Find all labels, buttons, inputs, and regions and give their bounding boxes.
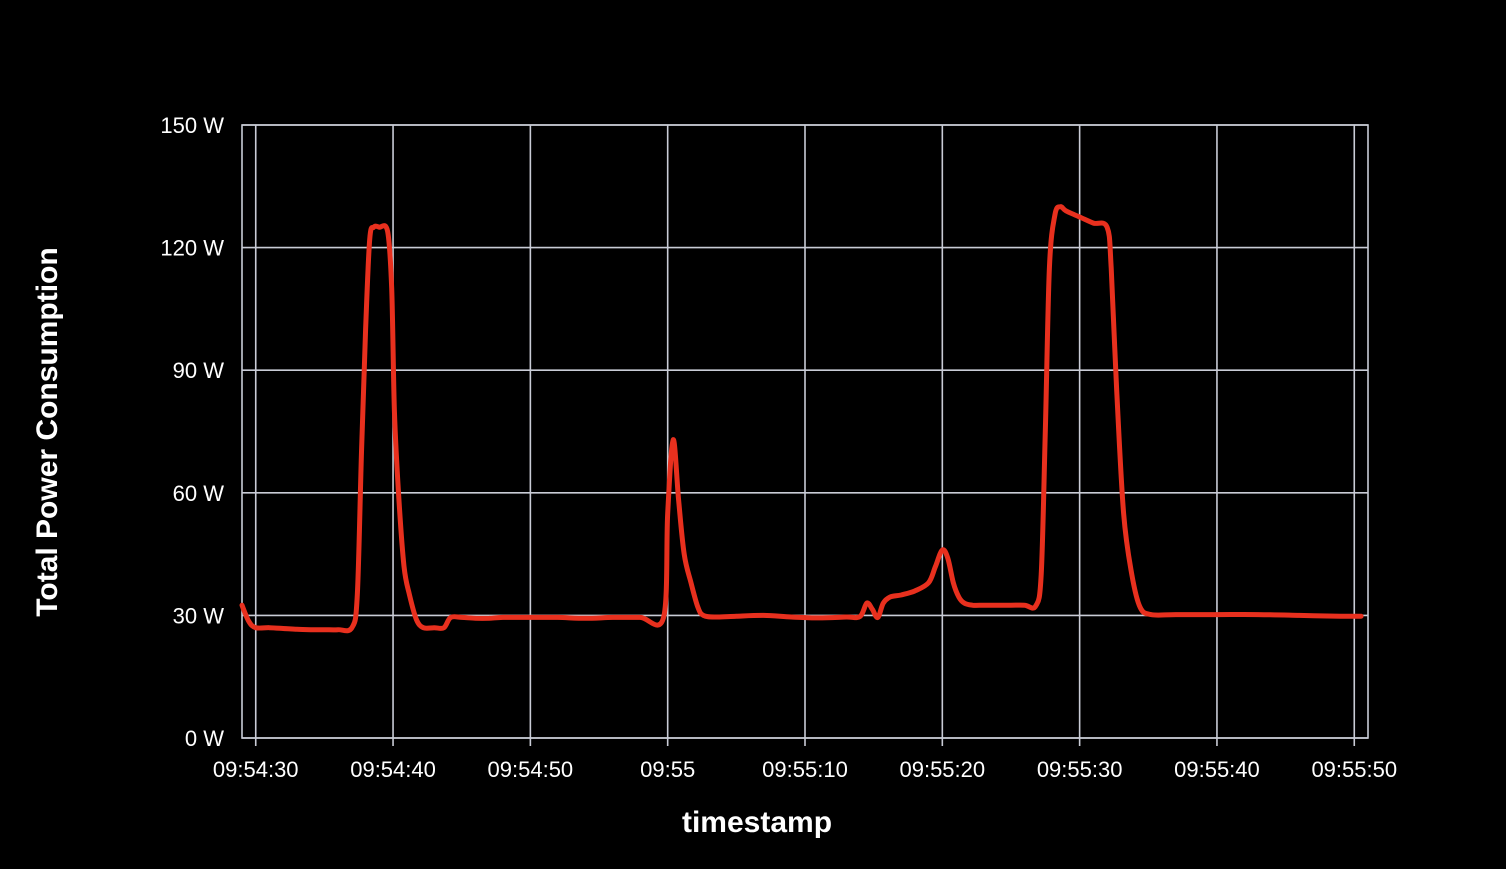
x-tick-label: 09:55:20 [899,757,985,782]
y-tick-label: 30 W [173,603,225,628]
x-tick-label: 09:55 [640,757,695,782]
series-layer [239,204,1364,634]
y-axis-ticks: 0 W 30 W 60 W 90 W 120 W 150 W [160,113,224,751]
y-tick-label: 90 W [173,358,225,383]
series-line-power [239,204,1364,634]
x-tick-label: 09:54:40 [350,757,436,782]
x-tick-label: 09:55:50 [1311,757,1397,782]
y-axis-title: Total Power Consumption [31,247,64,616]
grid [241,124,1369,746]
y-tick-label: 0 W [185,726,224,751]
x-tick-label: 09:55:30 [1037,757,1123,782]
y-tick-label: 120 W [160,236,224,261]
x-tick-label: 09:54:30 [213,757,299,782]
x-axis-ticks: 09:54:30 09:54:40 09:54:50 09:55 09:55:10 09:… [213,757,1397,782]
x-tick-label: 09:54:50 [488,757,574,782]
x-tick-label: 09:55:40 [1174,757,1260,782]
y-tick-label: 60 W [173,481,225,506]
x-tick-label: 09:55:10 [762,757,848,782]
y-tick-label: 150 W [160,113,224,138]
x-axis-title: timestamp [682,806,832,839]
